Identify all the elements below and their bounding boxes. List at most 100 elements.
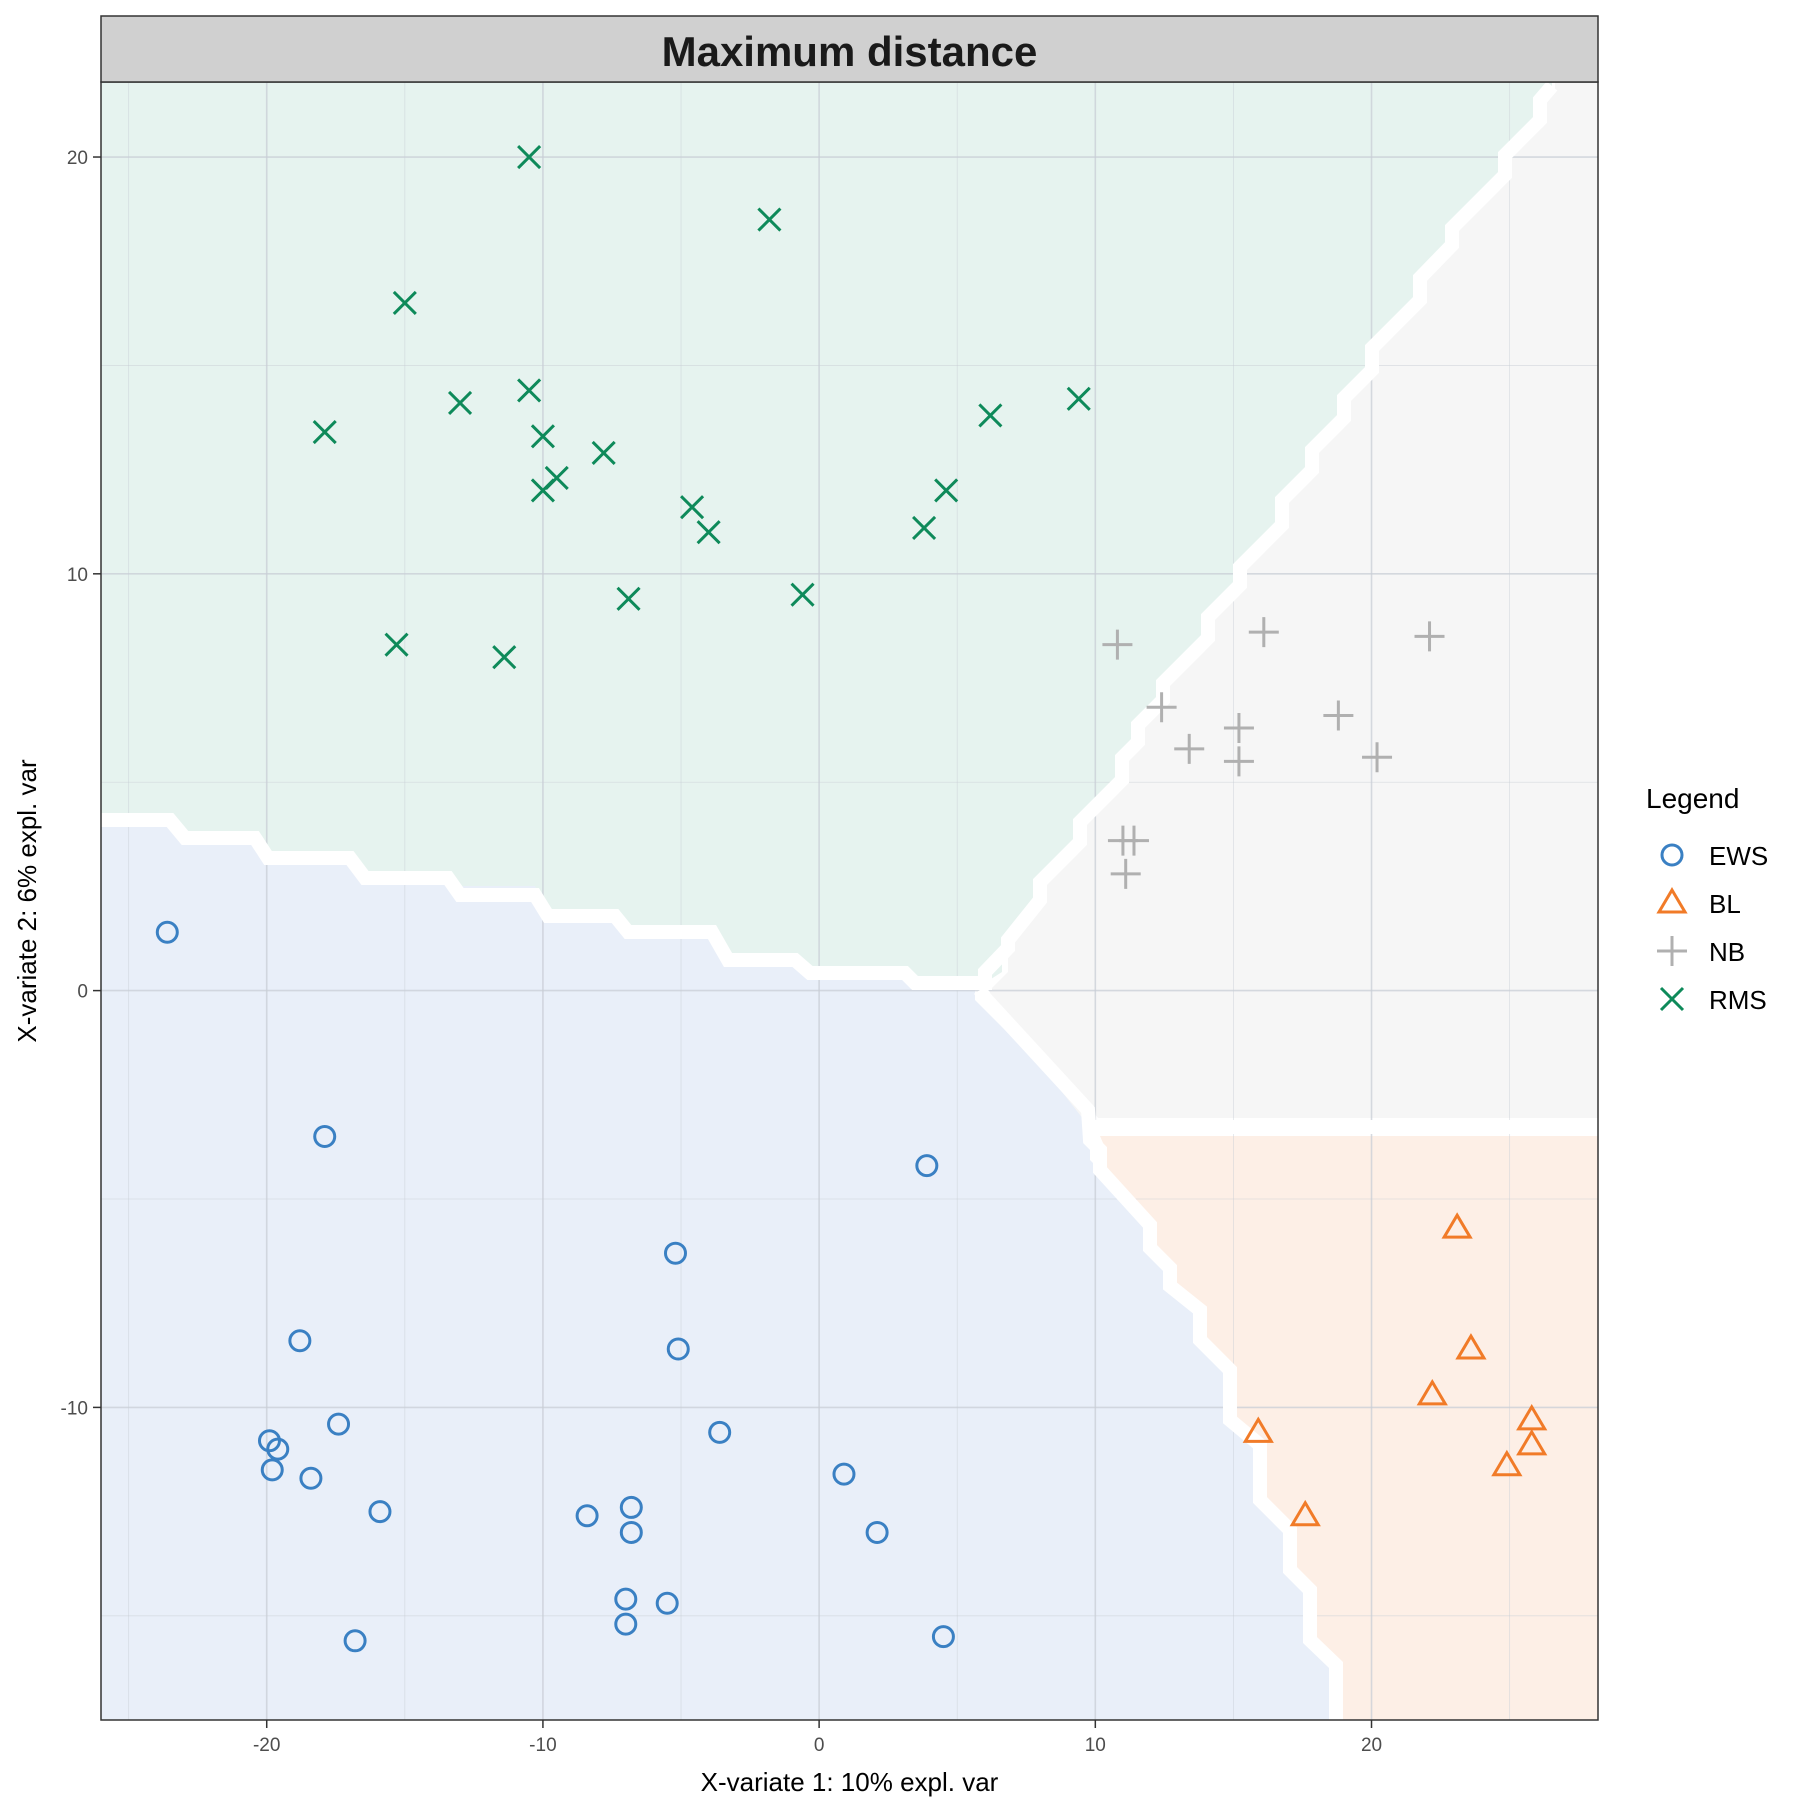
boundary-ews-nb-bl [974,986,1343,1720]
data-point-nb [1118,825,1149,856]
data-point-bl [1491,1449,1523,1477]
data-point-ews [257,1429,281,1453]
legend-label: NB [1709,937,1745,967]
series-nb [1102,617,1445,889]
title-strip-background [100,15,1599,83]
plot-panel [100,81,1599,1721]
boundary-rms-ews [101,813,980,990]
data-point-ews [327,1412,351,1436]
grid-lines [101,82,1598,1720]
data-point-ews [865,1520,889,1544]
data-point-rms [517,144,542,170]
legend: Legend EWS BL NB RMS [1646,783,1768,1015]
legend-key-rms [1659,986,1685,1012]
data-point-nb [1223,746,1254,777]
legend-label: BL [1709,889,1741,919]
data-point-ews [288,1329,312,1353]
data-point-ews [266,1437,290,1461]
y-axis-label: X-variate 2: 6% expl. var [12,759,42,1043]
x-tick-label: 0 [814,1735,825,1756]
data-point-rms [757,207,782,232]
data-point-rms [978,403,1003,428]
x-tick-label: -10 [529,1735,556,1756]
region-nb [990,82,1598,1120]
region-ews [101,813,1336,1720]
data-point-nb [1223,713,1254,744]
data-point-bl [1516,1428,1548,1456]
data-point-ews [619,1495,643,1519]
data-point-ews [663,1241,687,1265]
x-axis-ticks: -20 -10 0 10 20 [253,1720,1382,1756]
data-points [155,144,1548,1653]
data-point-ews [708,1420,732,1444]
y-tick-label: 10 [67,565,88,586]
x-tick-label: 20 [1361,1735,1382,1756]
x-tick-label: 10 [1085,1735,1106,1756]
data-point-ews [575,1504,599,1528]
data-point-nb [1110,858,1141,889]
decision-regions [101,82,1598,1720]
data-point-ews [155,920,179,944]
data-point-rms [530,478,555,503]
data-point-rms [530,424,555,449]
data-point-ews [313,1124,337,1148]
data-point-rms [912,515,937,541]
legend-key-bl [1656,887,1688,914]
decision-boundaries [101,82,1598,1720]
data-point-nb [1102,629,1133,660]
data-point-rms [696,520,721,545]
data-point-rms [384,632,409,657]
legend-key-ews [1660,843,1684,867]
legend-item-bl: BL [1656,887,1741,919]
data-point-nb [1414,621,1445,652]
y-tick-label: 0 [77,982,88,1003]
data-point-rms [517,378,542,403]
data-point-ews [614,1612,638,1636]
series-ews [155,920,955,1653]
series-rms [312,144,1091,670]
data-point-ews [299,1466,323,1490]
data-point-rms [790,582,815,607]
data-point-rms [447,390,473,415]
data-point-ews [666,1337,690,1361]
legend-item-rms: RMS [1659,985,1767,1015]
data-point-ews [931,1625,955,1649]
y-tick-label: 20 [67,148,88,169]
data-point-ews [614,1587,638,1611]
data-point-bl [1516,1403,1548,1431]
data-point-ews [260,1458,284,1482]
legend-item-nb: NB [1657,936,1745,967]
region-bl [1100,1136,1598,1720]
data-point-ews [368,1500,392,1524]
data-point-ews [619,1520,643,1544]
x-tick-label: -20 [253,1735,280,1756]
data-point-rms [680,495,705,520]
legend-key-nb [1657,936,1687,966]
data-point-ews [343,1629,367,1653]
title-strip: Maximum distance [100,15,1599,83]
legend-title: Legend [1646,783,1739,814]
data-point-rms [616,586,641,611]
data-point-rms [591,440,616,466]
x-axis-label: X-variate 1: 10% expl. var [701,1767,999,1797]
data-point-ews [915,1154,939,1178]
data-point-rms [1066,386,1091,411]
data-point-bl [1242,1416,1274,1443]
data-point-ews [832,1462,856,1486]
boundary-rms-nb [978,82,1558,990]
data-point-rms [934,478,959,503]
data-point-bl [1441,1212,1473,1239]
y-tick-label: -10 [61,1398,88,1419]
data-point-bl [1416,1378,1448,1406]
series-bl [1242,1212,1548,1527]
data-point-nb [1362,742,1393,773]
legend-item-ews: EWS [1660,841,1768,871]
legend-label: EWS [1709,841,1768,871]
data-point-bl [1455,1333,1487,1360]
legend-label: RMS [1709,985,1767,1015]
data-point-rms [312,420,337,445]
data-point-nb [1323,700,1354,731]
data-point-nb [1146,692,1177,723]
data-point-rms [392,290,417,315]
